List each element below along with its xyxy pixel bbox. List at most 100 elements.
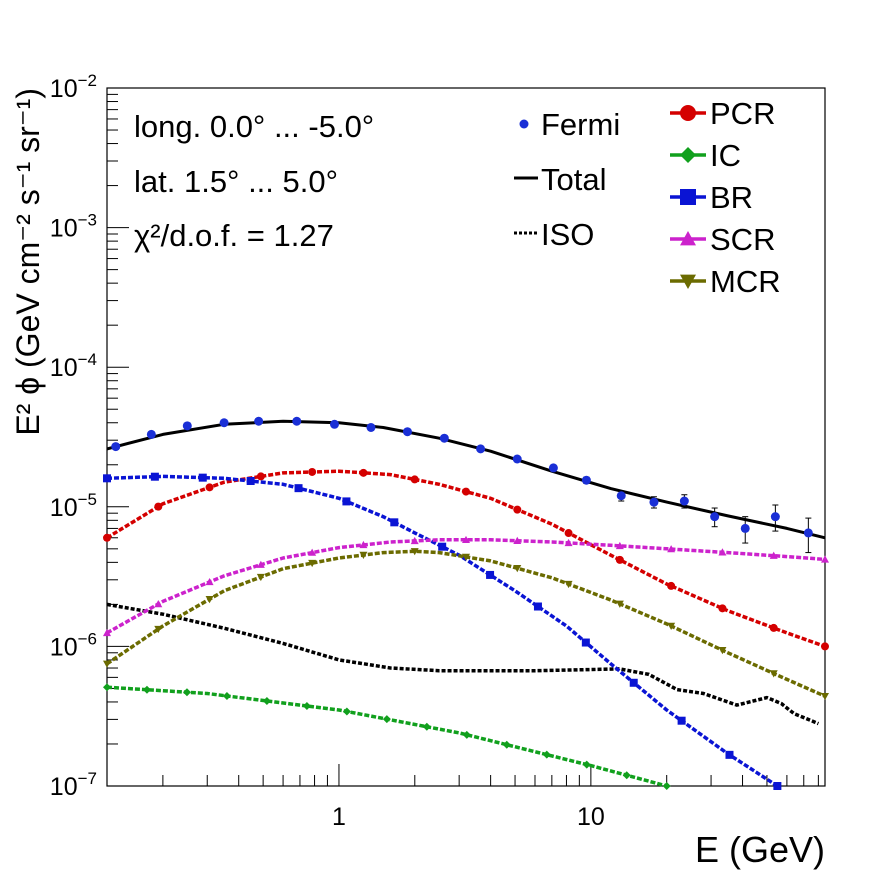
marker-mcr bbox=[103, 660, 111, 668]
marker-br bbox=[438, 542, 447, 551]
marker-pcr bbox=[769, 623, 778, 632]
marker-br bbox=[198, 473, 207, 482]
marker-mcr bbox=[667, 622, 676, 630]
legend-symbol-ic bbox=[680, 147, 696, 163]
marker-scr bbox=[308, 548, 317, 556]
marker-pcr bbox=[103, 533, 111, 542]
marker-pcr bbox=[308, 467, 317, 476]
legend-label-br: BR bbox=[710, 180, 753, 215]
legend-symbol-scr bbox=[680, 231, 696, 246]
marker-pcr bbox=[462, 487, 470, 496]
fermi-point bbox=[649, 497, 659, 507]
marker-ic bbox=[262, 696, 271, 705]
legend-symbol-pcr bbox=[680, 105, 696, 121]
marker-scr bbox=[718, 548, 727, 556]
marker-scr bbox=[667, 545, 676, 553]
marker-mcr bbox=[564, 580, 573, 589]
y-tick-label: 10−4 bbox=[50, 350, 97, 382]
legend-label-scr: SCR bbox=[710, 222, 775, 257]
marker-pcr bbox=[256, 472, 265, 481]
marker-br bbox=[581, 638, 590, 647]
marker-pcr bbox=[154, 502, 163, 511]
fermi-point bbox=[292, 416, 302, 426]
legend-label-iso: ISO bbox=[541, 217, 594, 252]
marker-br bbox=[533, 602, 542, 611]
marker-pcr bbox=[205, 483, 214, 492]
marker-mcr bbox=[821, 692, 829, 701]
plot-frame bbox=[106, 87, 826, 787]
marker-mcr bbox=[769, 670, 778, 678]
marker-scr bbox=[205, 577, 214, 586]
marker-mcr bbox=[718, 646, 727, 655]
marker-br bbox=[294, 484, 303, 493]
y-tick-label: 10−3 bbox=[50, 211, 97, 243]
marker-mcr bbox=[154, 625, 163, 634]
legend-label-total: Total bbox=[541, 162, 606, 197]
legend-symbol-br bbox=[680, 189, 696, 205]
marker-scr bbox=[154, 600, 163, 608]
annotation-longitude: long. 0.0° ... -5.0° bbox=[134, 109, 374, 144]
fermi-point bbox=[146, 429, 156, 439]
marker-scr bbox=[564, 538, 573, 547]
y-tick-label: 10−5 bbox=[50, 490, 97, 522]
x-axis-label: E (GeV) bbox=[695, 829, 825, 870]
fermi-point bbox=[402, 427, 412, 437]
marker-pcr bbox=[410, 475, 419, 484]
y-axis-label: E² ϕ (GeV cm⁻² s⁻¹ sr⁻¹) bbox=[10, 88, 46, 436]
series-curves bbox=[103, 419, 829, 790]
legend-label-fermi: Fermi bbox=[541, 107, 620, 142]
fermi-point bbox=[803, 528, 813, 538]
marker-br bbox=[150, 472, 159, 481]
marker-scr bbox=[513, 536, 522, 544]
marker-pcr bbox=[718, 604, 727, 613]
legend-symbol-mcr bbox=[680, 274, 696, 289]
marker-br bbox=[677, 716, 686, 725]
fermi-point bbox=[111, 442, 121, 452]
marker-mcr bbox=[462, 553, 470, 561]
annotation-latitude: lat. 1.5° ... 5.0° bbox=[134, 164, 338, 199]
marker-scr bbox=[769, 551, 778, 559]
axis-ticks: 1 10 10−7 10−6 10−5 10−4 10−3 10−2 bbox=[50, 71, 819, 831]
curve-mcr bbox=[106, 549, 826, 698]
fermi-point bbox=[616, 491, 626, 501]
marker-scr bbox=[462, 535, 470, 544]
marker-ic bbox=[142, 685, 151, 694]
x-tick-label: 10 bbox=[577, 803, 605, 831]
marker-pcr bbox=[564, 529, 573, 538]
curve-iso bbox=[106, 602, 820, 726]
fermi-point bbox=[548, 463, 558, 473]
annotation-chi2: χ²/d.o.f. = 1.27 bbox=[134, 218, 334, 253]
marker-br bbox=[342, 497, 351, 506]
marker-br bbox=[486, 570, 495, 579]
marker-br bbox=[629, 678, 638, 687]
marker-ic bbox=[502, 740, 511, 749]
y-tick-label: 10−6 bbox=[50, 629, 97, 661]
marker-br bbox=[103, 474, 111, 483]
marker-mcr bbox=[308, 559, 317, 568]
legend-symbol-fermi bbox=[519, 119, 529, 129]
y-tick-label: 10−7 bbox=[50, 769, 97, 801]
marker-ic bbox=[662, 782, 671, 790]
fermi-data-points bbox=[111, 416, 813, 554]
marker-br bbox=[725, 750, 734, 759]
fermi-point bbox=[476, 444, 486, 454]
fermi-point bbox=[182, 421, 192, 431]
marker-mcr bbox=[615, 600, 624, 608]
fermi-point bbox=[770, 512, 780, 522]
marker-scr bbox=[821, 555, 829, 563]
fermi-point bbox=[366, 422, 376, 432]
marker-pcr bbox=[667, 581, 676, 590]
marker-br bbox=[773, 782, 782, 790]
fermi-point bbox=[710, 512, 720, 522]
marker-ic bbox=[462, 730, 471, 739]
marker-ic bbox=[382, 715, 391, 724]
legend-label-mcr: MCR bbox=[710, 264, 781, 299]
marker-scr bbox=[359, 540, 368, 549]
marker-ic bbox=[222, 691, 231, 700]
marker-pcr bbox=[821, 642, 829, 651]
marker-ic bbox=[302, 702, 311, 711]
marker-ic bbox=[582, 760, 591, 769]
fermi-point bbox=[254, 416, 264, 426]
marker-ic bbox=[342, 707, 351, 716]
